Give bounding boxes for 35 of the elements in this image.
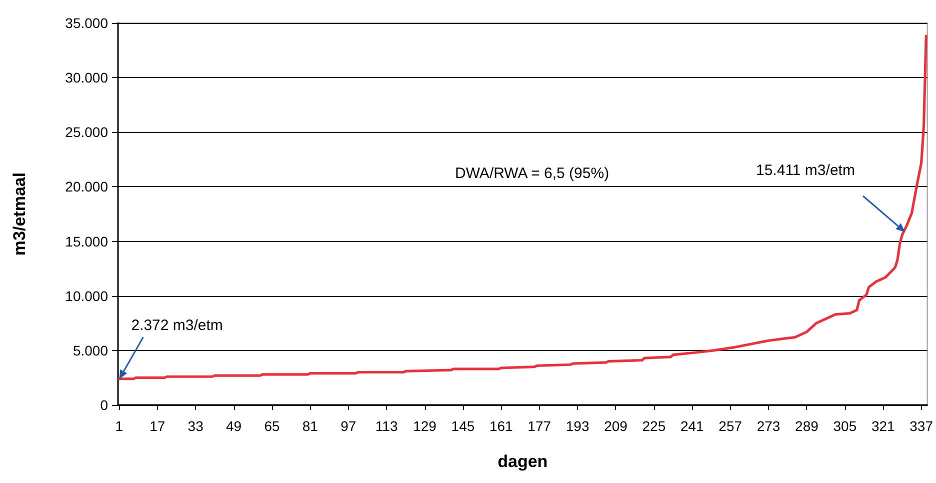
x-axis-title: dagen: [498, 452, 548, 471]
x-tick-label: 289: [795, 418, 819, 434]
x-tick-label: 257: [718, 418, 742, 434]
x-tick-label: 177: [528, 418, 552, 434]
x-tick-label: 113: [375, 418, 398, 434]
x-tick-label: 337: [910, 418, 934, 434]
y-tick-label: 0: [100, 397, 108, 413]
x-tick-label: 161: [489, 418, 514, 434]
x-tick-label: 145: [451, 418, 475, 434]
x-tick-label: 33: [188, 418, 204, 434]
x-tick-label: 97: [340, 418, 356, 434]
y-tick-label: 30.000: [65, 70, 108, 86]
annotation: DWA/RWA = 6,5 (95%): [455, 165, 610, 182]
y-tick-label: 15.000: [65, 233, 108, 250]
x-tick-label: 209: [604, 418, 628, 434]
y-tick-label: 25.000: [65, 124, 108, 140]
x-tick-label: 1: [115, 418, 124, 434]
y-axis-title: m3/etmaal: [10, 172, 29, 256]
x-tick-label: 81: [302, 418, 318, 434]
y-tick-label: 35.000: [65, 15, 108, 31]
x-tick-label: 193: [566, 418, 590, 434]
x-tick-label: 17: [150, 418, 166, 434]
y-tick-label: 5.000: [72, 342, 108, 358]
x-tick-label: 305: [833, 418, 857, 434]
x-tick-label: 225: [642, 418, 666, 434]
x-tick-label: 49: [226, 418, 242, 434]
x-tick-label: 65: [264, 418, 280, 434]
x-tick-label: 273: [756, 418, 780, 434]
annotation: 2.372 m3/etm: [131, 317, 223, 334]
x-tick-label: 129: [413, 418, 437, 434]
y-tick-label: 20.000: [65, 178, 108, 195]
annotation: 15.411 m3/etm: [756, 162, 855, 179]
y-tick-label: 10.000: [65, 288, 108, 304]
x-tick-label: 241: [680, 418, 704, 434]
x-tick-label: 321: [871, 418, 896, 434]
